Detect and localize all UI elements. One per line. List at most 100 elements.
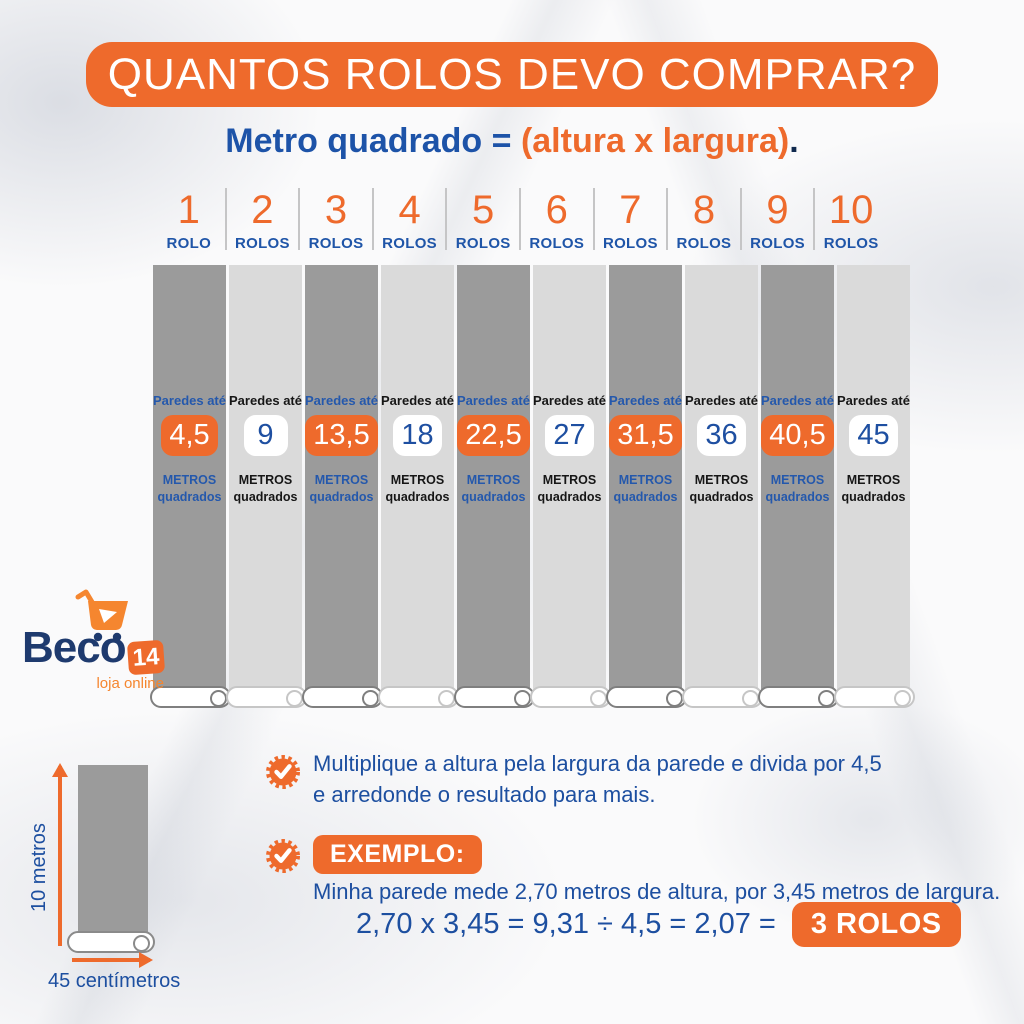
example-description: Minha parede mede 2,70 metros de altura,…	[313, 879, 1001, 904]
example-equation: 2,70 x 3,45 = 9,31 ÷ 4,5 = 2,07 =	[356, 908, 776, 940]
square-meters-unit-label: METROS quadrados	[233, 472, 298, 504]
roll-count-number: 5	[472, 188, 495, 232]
roll-tube-icon	[302, 686, 383, 708]
walls-up-to-label: Paredes até	[761, 393, 834, 408]
roll-count-cell: 6 ROLOS	[521, 188, 595, 252]
roll-count-unit: ROLOS	[529, 235, 585, 252]
roll-count-cell: 7 ROLOS	[595, 188, 669, 252]
square-meters-unit-label: METROS quadrados	[461, 472, 526, 504]
roll-count-unit: ROLOS	[676, 235, 732, 252]
rolls-strip: Paredes até 4,5 METROS quadrados Paredes até…	[150, 265, 915, 708]
rolls-chart: 1 ROLO 2 ROLOS 3 ROLOS 4 ROLOS 5 ROLOS 6 ROLOS 7 ROLO…	[150, 188, 915, 708]
example-label: EXEMPLO:	[313, 835, 482, 874]
arrow-up-icon	[52, 763, 68, 946]
wallpaper-column: Paredes até 45 METROS quadrados	[834, 265, 915, 708]
formula-period: .	[789, 122, 799, 160]
walls-up-to-label: Paredes até	[153, 393, 226, 408]
brand-tagline: loja online	[96, 675, 164, 692]
roll-tube-icon	[67, 931, 155, 953]
roll-count-cell: 1 ROLO	[153, 188, 227, 252]
rolls-header-row: 1 ROLO 2 ROLOS 3 ROLOS 4 ROLOS 5 ROLOS 6 ROLOS 7 ROLO…	[153, 188, 887, 252]
square-meters-value-badge: 40,5	[761, 415, 834, 456]
roll-count-unit: ROLOS	[382, 235, 437, 252]
square-meters-value-badge: 4,5	[161, 415, 218, 456]
roll-count-number: 9	[766, 188, 789, 232]
roll-count-number: 10	[828, 188, 874, 232]
square-meters-unit-label: METROS quadrados	[537, 472, 602, 504]
square-meters-value-badge: 31,5	[609, 415, 682, 456]
walls-up-to-label: Paredes até	[609, 393, 682, 408]
roll-width-label: 45 centímetros	[48, 970, 181, 992]
brand-badge: 14	[126, 639, 166, 676]
roll-tube-icon	[530, 686, 611, 708]
roll-count-unit: ROLOS	[750, 235, 805, 252]
square-meters-unit-label: METROS quadrados	[157, 472, 222, 504]
roll-count-number: 2	[251, 188, 274, 232]
example-equation-row: 2,70 x 3,45 = 9,31 ÷ 4,5 = 2,07 = 3 ROLO…	[356, 902, 961, 947]
roll-tube-icon	[378, 686, 459, 708]
roll-count-cell: 2 ROLOS	[227, 188, 301, 252]
square-meters-value-badge: 36	[697, 415, 746, 456]
instruction-text: Multiplique a altura pela largura da par…	[313, 748, 882, 810]
walls-up-to-label: Paredes até	[685, 393, 758, 408]
roll-tube-icon	[606, 686, 687, 708]
walls-up-to-label: Paredes até	[305, 393, 378, 408]
wallpaper-column: Paredes até 9 METROS quadrados	[226, 265, 307, 708]
example-result-badge: 3 ROLOS	[791, 902, 961, 947]
roll-count-cell: 3 ROLOS	[300, 188, 374, 252]
square-meters-unit-label: METROS quadrados	[689, 472, 754, 504]
square-meters-unit-label: METROS quadrados	[385, 472, 450, 504]
formula-right: (altura x largura)	[520, 122, 790, 160]
shopping-cart-icon	[72, 585, 134, 648]
square-meters-unit-label: METROS quadrados	[613, 472, 678, 504]
square-meters-value-badge: 9	[243, 415, 288, 456]
brand-name: Beco	[22, 623, 127, 672]
wallpaper-column: Paredes até 4,5 METROS quadrados	[150, 265, 231, 708]
roll-count-unit: ROLOS	[823, 235, 879, 252]
instruction-line-2: e arredonde o resultado para mais.	[313, 782, 656, 808]
formula-subtitle: Metro quadrado = (altura x largura).	[0, 122, 1024, 161]
roll-count-unit: ROLOS	[455, 235, 511, 252]
page-title: QUANTOS ROLOS DEVO COMPRAR?	[86, 42, 938, 107]
square-meters-unit-label: METROS quadrados	[309, 472, 374, 504]
check-icon	[263, 752, 303, 792]
instruction-line-1: Multiplique a altura pela largura da par…	[313, 751, 882, 776]
walls-up-to-label: Paredes até	[381, 393, 454, 408]
roll-count-cell: 10 ROLOS	[815, 188, 887, 252]
wallpaper-column: Paredes até 27 METROS quadrados	[530, 265, 611, 708]
roll-count-cell: 9 ROLOS	[742, 188, 816, 252]
wallpaper-column: Paredes até 22,5 METROS quadrados	[454, 265, 535, 708]
roll-count-number: 3	[324, 188, 348, 232]
wallpaper-column: Paredes até 40,5 METROS quadrados	[758, 265, 839, 708]
roll-count-number: 4	[398, 188, 421, 232]
roll-count-unit: ROLOS	[308, 235, 364, 252]
check-icon	[263, 836, 303, 876]
square-meters-unit-label: METROS quadrados	[765, 472, 830, 504]
walls-up-to-label: Paredes até	[457, 393, 530, 408]
roll-count-cell: 8 ROLOS	[668, 188, 742, 252]
square-meters-unit-label: METROS quadrados	[841, 472, 906, 504]
roll-count-cell: 4 ROLOS	[374, 188, 448, 252]
roll-tube-icon	[454, 686, 535, 708]
wallpaper-column: Paredes até 13,5 METROS quadrados	[302, 265, 383, 708]
square-meters-value-badge: 18	[393, 415, 442, 456]
roll-count-unit: ROLO	[166, 235, 212, 252]
roll-tube-icon	[834, 686, 915, 708]
roll-count-number: 8	[692, 188, 716, 232]
roll-tube-icon	[226, 686, 307, 708]
square-meters-value-badge: 22,5	[457, 415, 530, 456]
roll-count-number: 6	[545, 188, 568, 232]
square-meters-value-badge: 13,5	[305, 415, 378, 456]
wallpaper-column: Paredes até 18 METROS quadrados	[378, 265, 459, 708]
formula-left: Metro quadrado =	[225, 122, 521, 160]
roll-count-cell: 5 ROLOS	[447, 188, 521, 252]
roll-count-unit: ROLOS	[234, 235, 290, 252]
walls-up-to-label: Paredes até	[533, 393, 606, 408]
roll-count-unit: ROLOS	[602, 235, 658, 252]
arrow-right-icon	[72, 952, 153, 968]
wallpaper-column: Paredes até 36 METROS quadrados	[682, 265, 763, 708]
square-meters-value-badge: 27	[545, 415, 594, 456]
square-meters-value-badge: 45	[849, 415, 898, 456]
roll-count-number: 7	[619, 188, 642, 232]
roll-tube-icon	[758, 686, 839, 708]
